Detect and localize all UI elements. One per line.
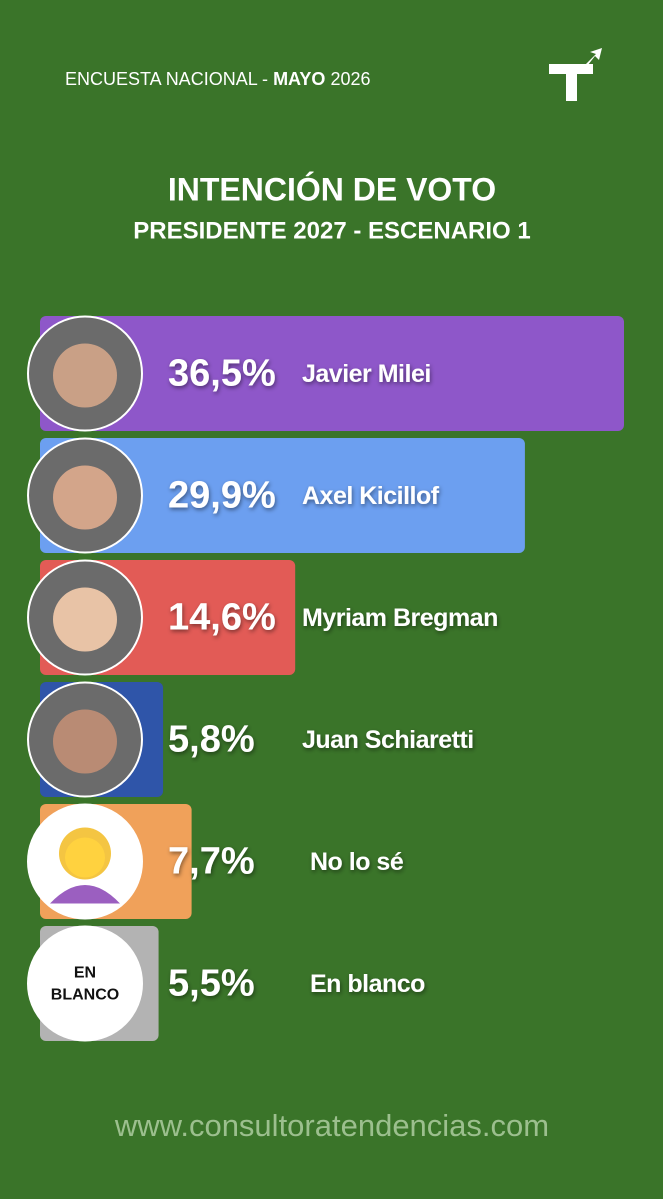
chart-subtitle: PRESIDENTE 2027 - ESCENARIO 1 (133, 217, 530, 244)
bars: 36,5% Javier Milei 29,9% Axel Kicillof 14,6%… (27, 315, 624, 1042)
chart-title: INTENCIÓN DE VOTO (168, 171, 496, 207)
logo (549, 48, 602, 101)
badge-text: EN (74, 965, 96, 982)
value-label: 36,5% (168, 353, 276, 395)
category-label: Axel Kicillof (302, 482, 440, 510)
month: MAYO (273, 69, 325, 89)
category-label: Juan Schiaretti (302, 726, 474, 754)
bar (40, 316, 624, 431)
avatar (27, 925, 143, 1042)
category-label: En blanco (310, 970, 425, 998)
value-label: 5,5% (168, 963, 255, 1005)
category-label: Javier Milei (302, 360, 431, 388)
value-label: 7,7% (168, 841, 255, 883)
category-label: Myriam Bregman (302, 604, 498, 632)
avatar-face (53, 709, 117, 774)
category-label: No lo sé (310, 848, 404, 876)
avatar-face (53, 343, 117, 408)
header: ENCUESTA NACIONAL - MAYO 2026 (65, 69, 370, 89)
value-label: 5,8% (168, 719, 255, 761)
value-label: 14,6% (168, 597, 276, 639)
emoji-body (50, 885, 120, 904)
avatar-face (53, 465, 117, 530)
value-label: 29,9% (168, 475, 276, 517)
survey-label: ENCUESTA NACIONAL - (65, 69, 268, 89)
avatar-face (53, 587, 117, 652)
badge-text: BLANCO (51, 987, 119, 1004)
bar (40, 438, 525, 553)
footer: www.consultoratendencias.com (114, 1108, 549, 1143)
emoji-face (65, 837, 105, 878)
year: 2026 (330, 69, 370, 89)
